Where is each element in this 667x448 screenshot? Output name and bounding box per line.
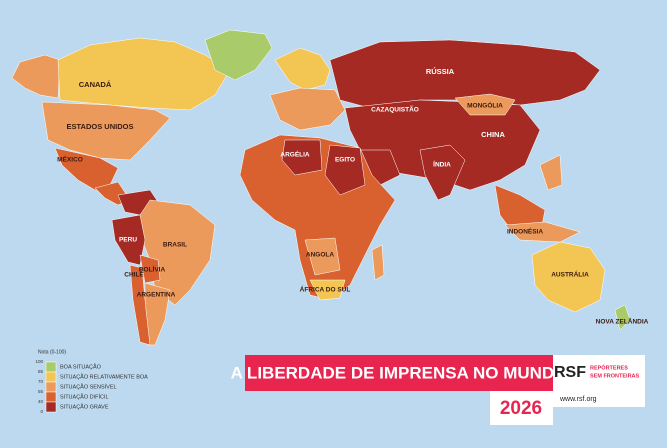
legend-swatch [45,381,57,393]
logo: RSF [554,364,586,381]
country-label: MÉXICO [57,155,83,164]
country-label: CHINA [481,130,505,139]
country-label: NOVA ZELÂNDIA [596,317,649,326]
country-label: PERU [119,237,137,244]
legend-label: SITUAÇÃO SENSÍVEL [60,383,117,390]
india [419,144,466,201]
title-banner [245,355,553,391]
legend: Nota (0-100) BOA SITUAÇÃO SITUAÇÃO RELATI… [35,349,148,414]
angola [304,237,341,276]
legend-swatch [45,361,57,373]
country-label: INDONÉSIA [507,227,543,236]
country-label: ANGOLA [306,252,334,259]
country-label: ARGENTINA [137,292,176,299]
legend-label: SITUAÇÃO GRAVE [60,403,109,410]
new-zealand [614,304,631,331]
url: www.rsf.org [559,396,597,403]
country-label: CANADÁ [79,80,112,89]
country-label: RÚSSIA [426,67,455,76]
legend-scale: 100 [35,359,43,364]
country-label: ARGÉLIA [280,150,310,159]
europe [269,87,346,131]
legend-swatch [45,401,57,413]
scandinavia [274,47,331,91]
legend-label: BOA SITUAÇÃO [60,363,102,370]
country-label: CAZAQUISTÃO [371,105,419,114]
bolivia [139,254,161,284]
legend-scale: 70 [38,379,44,384]
chile [129,264,151,346]
legend-scale: 85 [38,369,44,374]
legend-label: SITUAÇÃO DIFÍCIL [60,393,109,400]
logo-text: REPÓRTERES [590,363,628,371]
country-label: CHILE [124,272,144,279]
indonesia [504,221,581,243]
country-label: ESTADOS UNIDOS [67,122,134,131]
egypt-sudan [324,144,366,196]
year-box [490,391,553,425]
legend-scale: 40 [38,399,44,404]
logo-text: SEM FRONTEIRAS [590,373,640,379]
legend-swatch [45,371,57,383]
country-label: MONGÓLIA [467,101,503,110]
country-label: EGITO [335,157,355,164]
australia [531,241,606,313]
country-label: BOLÍVIA [139,265,166,274]
madagascar [371,244,385,281]
algeria-libya [281,139,323,176]
philippines [539,154,563,191]
canada [57,37,231,111]
logo-box [553,355,645,391]
country-label: ÍNDIA [433,160,451,169]
year: 2026 [500,398,542,419]
country-label: AUSTRÁLIA [551,270,589,279]
country-label: BRASIL [163,242,187,249]
peru [111,214,146,266]
legend-scale: 0 [40,409,43,414]
mongolia [454,93,516,116]
legend-scale: 55 [38,389,44,394]
title: A LIBERDADE DE IMPRENSA NO MUNDO [231,363,568,382]
usa [41,101,171,161]
greenland [204,29,273,81]
legend-swatch [45,391,57,403]
legend-label: SITUAÇÃO RELATIVAMENTE BOA [60,373,148,380]
url-box [553,391,645,407]
south-africa [309,279,346,301]
legend-title: Nota (0-100) [38,349,66,355]
country-label: ÁFRICA DO SUL [300,285,351,294]
